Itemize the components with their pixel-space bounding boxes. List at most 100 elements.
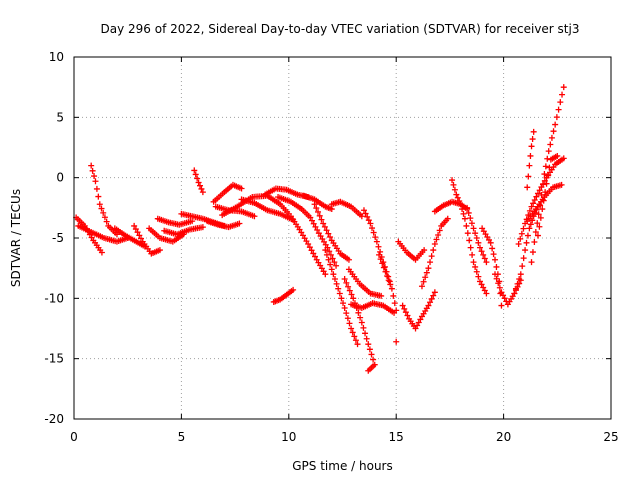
data-point [238, 185, 245, 192]
data-point [327, 234, 334, 241]
data-point [338, 295, 345, 302]
data-point [341, 304, 348, 311]
data-point [512, 285, 519, 292]
data-point [515, 241, 522, 248]
data-point [472, 230, 479, 237]
data-point [134, 229, 141, 236]
series-arc-21 [311, 201, 352, 263]
series-arc-39 [524, 181, 565, 225]
data-point [492, 256, 499, 263]
data-point [236, 220, 243, 227]
data-point [92, 178, 99, 185]
data-point [527, 152, 534, 159]
data-point [560, 84, 567, 91]
series-arc-8 [161, 224, 206, 238]
data-point [195, 179, 202, 186]
data-point [464, 230, 471, 237]
data-point [501, 295, 508, 302]
data-point [312, 223, 319, 230]
data-point [363, 335, 370, 342]
data-point [321, 223, 328, 230]
data-point [493, 275, 500, 282]
data-point [476, 278, 483, 285]
data-point [364, 213, 371, 220]
data-point [425, 302, 432, 309]
chart-title: Day 296 of 2022, Sidereal Day-to-day VTE… [101, 22, 580, 36]
data-point [344, 315, 351, 322]
data-point [198, 185, 205, 192]
data-point [431, 289, 438, 296]
data-point [518, 230, 525, 237]
data-point [348, 291, 355, 298]
data-point [251, 213, 258, 220]
data-point [307, 214, 314, 221]
series-arc-12 [210, 181, 245, 205]
data-point [327, 261, 334, 268]
data-point [531, 196, 538, 203]
data-point [444, 215, 451, 222]
data-point [553, 114, 560, 121]
y-tick-label: -20 [44, 412, 64, 426]
data-point [369, 225, 376, 232]
series-arc-25 [345, 266, 385, 299]
data-point [391, 309, 398, 316]
data-point [536, 187, 543, 194]
data-point [131, 222, 138, 229]
data-point [422, 274, 429, 281]
series-arc-22 [322, 247, 361, 348]
data-point [544, 172, 551, 179]
data-point [528, 259, 535, 266]
data-point [333, 262, 340, 269]
data-point [524, 232, 531, 239]
data-point [89, 167, 96, 174]
series-arc-19 [270, 286, 297, 305]
data-point [558, 181, 565, 188]
data-point [539, 206, 546, 213]
data-point [98, 249, 105, 256]
data-point [370, 356, 377, 363]
data-point [554, 152, 561, 159]
series-arc-26 [360, 207, 393, 285]
data-point [459, 206, 466, 213]
data-point [528, 203, 535, 210]
data-point [538, 191, 545, 198]
data-point [498, 289, 505, 296]
series-arc-10 [191, 167, 206, 196]
data-point [524, 184, 531, 191]
data-point [382, 268, 389, 275]
data-point [310, 220, 317, 227]
data-point [322, 271, 329, 278]
data-point [95, 193, 102, 200]
data-point [323, 251, 330, 258]
data-point [362, 330, 369, 337]
data-point [91, 173, 98, 180]
data-point [430, 247, 437, 254]
data-point [103, 218, 110, 225]
data-point [335, 285, 342, 292]
data-point [368, 351, 375, 358]
data-point [402, 309, 409, 316]
data-point [311, 201, 318, 208]
data-point [136, 232, 143, 239]
data-point [519, 263, 526, 270]
data-point [465, 209, 472, 216]
data-point [476, 244, 483, 251]
data-point [343, 279, 350, 286]
data-point [358, 319, 365, 326]
data-point [314, 227, 321, 234]
data-point [457, 201, 464, 208]
data-point [366, 346, 373, 353]
y-tick-label: 10 [49, 50, 64, 64]
data-point [345, 283, 352, 290]
data-point [308, 217, 315, 224]
data-point [401, 305, 408, 312]
data-point [352, 337, 359, 344]
data-point [404, 312, 411, 319]
data-point [475, 239, 482, 246]
data-point [313, 205, 320, 212]
series-arc-6 [146, 225, 187, 245]
data-point [377, 248, 384, 255]
data-point [542, 189, 549, 196]
data-point [385, 277, 392, 284]
data-point [341, 276, 348, 283]
